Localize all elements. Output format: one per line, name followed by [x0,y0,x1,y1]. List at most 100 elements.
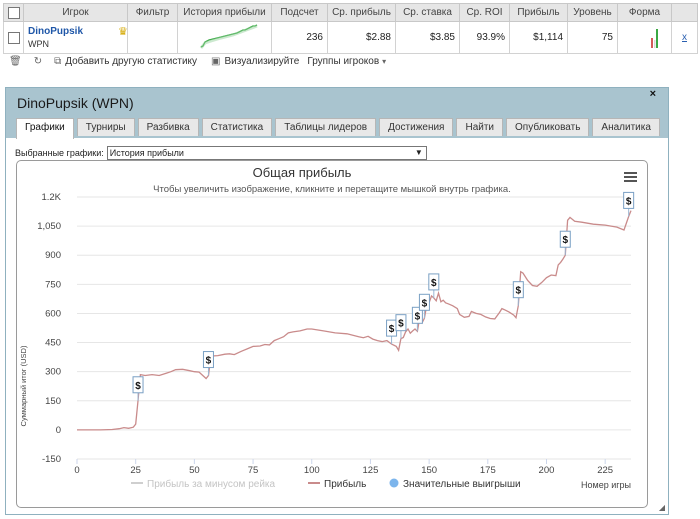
x-tick-label: 175 [480,465,496,476]
graph-select[interactable]: История прибыли ▼ [106,146,427,160]
tab-statistics[interactable]: Статистика [201,118,273,136]
big-win-flag[interactable]: $ [395,314,407,339]
stats-toolbar: 🗑 ↻ ⧉ Добавить другую статистику ▣ Визуали… [3,53,697,69]
graph-select-value: История прибыли [109,148,184,158]
svg-text:$: $ [415,311,421,322]
big-win-flag[interactable]: $ [418,293,430,319]
close-icon[interactable]: × [649,88,656,100]
svg-text:$: $ [626,196,632,207]
x-tick-label: 200 [539,465,555,476]
col-profit[interactable]: Прибыль [509,3,568,22]
add-stats-button[interactable]: ⧉ Добавить другую статистику [54,56,197,67]
col-level[interactable]: Уровень [567,3,618,22]
remove-row-link[interactable]: x [682,32,687,43]
avg-roi-cell: 93.9% [459,21,510,54]
player-groups-button[interactable]: Группы игроков ▾ [307,56,390,67]
select-all-checkbox[interactable] [7,6,20,19]
chart-series [77,210,632,431]
level-cell: 75 [567,21,618,54]
tab-tournaments[interactable]: Турниры [76,118,135,136]
svg-text:$: $ [398,319,404,330]
legend-item-big-wins[interactable]: Значительные выигрыши [389,478,521,491]
y-tick-label: 0 [56,425,61,436]
tab-publish[interactable]: Опубликовать [506,118,590,136]
col-player[interactable]: Игрок [23,3,128,22]
y-tick-label: 1,050 [37,221,61,232]
delete-button[interactable]: 🗑 [9,56,26,67]
legend-item-net-rake[interactable]: Прибыль за минусом рейка [131,478,276,490]
big-win-flag[interactable]: $ [623,191,635,217]
svg-text:$: $ [389,324,395,335]
trash-icon: 🗑 [9,55,22,67]
tab-breakdown[interactable]: Разбивка [137,118,199,136]
refresh-icon: ↻ [33,55,43,67]
row-checkbox[interactable] [8,31,20,44]
profit-history-sparkline[interactable] [181,22,269,50]
y-tick-label: 1.2K [41,192,61,203]
big-win-flag[interactable]: $ [411,306,423,332]
dialog-tabs: Графики Турниры Разбивка Статистика Табл… [16,118,663,139]
chart-grid [77,196,631,460]
x-axis-label: Номер игры [581,480,631,490]
visualize-button[interactable]: ▣ Визуализируйте [211,56,299,67]
tab-leaderboards[interactable]: Таблицы лидеров [275,118,377,136]
big-win-flag[interactable]: $ [428,273,440,298]
trophy-icon: ♛ [118,26,128,38]
tab-graphs[interactable]: Графики [16,118,74,139]
col-form[interactable]: Форма [617,3,672,22]
chart-container[interactable]: Общая прибыль Чтобы увеличить изображени… [16,160,648,508]
copy-icon: ⧉ [54,55,62,67]
y-tick-label: 900 [45,250,61,261]
player-groups-label: Группы игроков [307,55,380,67]
y-tick-label: 750 [45,279,61,290]
big-win-flag[interactable]: $ [559,230,571,256]
col-avg-stake[interactable]: Ср. ставка [395,3,460,22]
col-profit-history[interactable]: История прибыли [177,3,272,22]
image-icon: ▣ [211,55,221,67]
col-count[interactable]: Подсчет [271,3,328,22]
form-bars [650,29,658,48]
svg-text:$: $ [135,381,141,392]
x-tick-label: 50 [189,465,200,476]
player-name-link[interactable]: DinoPupsik [28,25,84,37]
big-win-flag[interactable]: $ [512,281,524,306]
player-cell: DinoPupsik WPN ♛ [23,21,128,54]
add-stats-label: Добавить другую статистику [65,55,198,67]
series-line-profit[interactable] [77,210,632,431]
graph-selector-row: Выбранные графики: История прибыли ▼ [15,146,427,160]
table-row: DinoPupsik WPN ♛ 236 $2.88 $3.85 93.9% $… [3,21,698,54]
big-win-flag[interactable]: $ [386,319,398,345]
col-remove [671,3,698,22]
row-select-cell[interactable] [3,21,24,54]
resize-handle-icon[interactable]: ◢ [658,503,665,512]
tab-achievements[interactable]: Достижения [379,118,454,136]
x-tick-label: 0 [74,465,79,476]
col-filter[interactable]: Фильтр [127,3,178,22]
select-all-header[interactable] [3,3,24,22]
profit-chart[interactable]: Общая прибыль Чтобы увеличить изображени… [17,161,647,507]
legend-label-net-rake: Прибыль за минусом рейка [147,478,276,490]
legend-label-big-wins: Значительные выигрыши [403,479,521,490]
tab-find[interactable]: Найти [456,118,504,136]
y-tick-label: 150 [45,396,61,407]
big-win-flag[interactable]: $ [132,376,144,401]
x-tick-label: 225 [597,465,613,476]
x-tick-label: 100 [304,465,320,476]
count-cell: 236 [271,21,328,54]
tab-analytics[interactable]: Аналитика [592,118,660,136]
profit-cell: $1,114 [509,21,568,54]
col-avg-roi[interactable]: Ср. ROI [459,3,510,22]
y-axis-ticks: -150 0 150 300 450 600 750 900 1,050 1.2K [37,192,61,465]
big-win-flag[interactable]: $ [202,351,214,376]
y-tick-label: -150 [42,454,61,465]
y-tick-label: 450 [45,338,61,349]
stats-table: Игрок Фильтр История прибыли Подсчет Ср.… [3,3,698,54]
chart-menu-icon[interactable] [624,172,637,182]
chart-subtitle: Чтобы увеличить изображение, кликните и … [153,184,511,195]
legend-label-profit: Прибыль [324,478,366,490]
legend-item-profit[interactable]: Прибыль [308,478,366,490]
form-cell [617,21,672,54]
refresh-button[interactable]: ↻ [34,56,46,67]
filter-cell [127,21,178,54]
col-avg-profit[interactable]: Ср. прибыль [327,3,396,22]
